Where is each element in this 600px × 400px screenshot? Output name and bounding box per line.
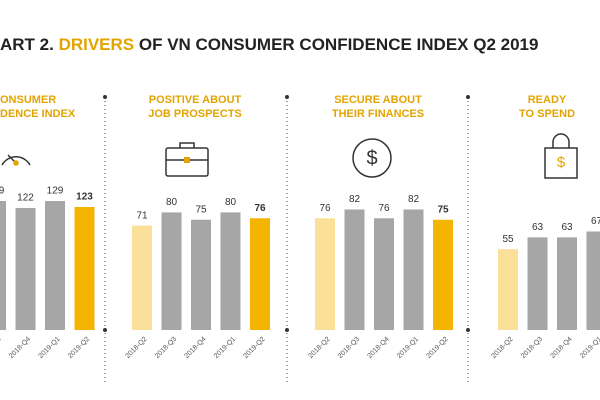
- value-label: 129: [47, 186, 64, 197]
- value-label: 123: [76, 192, 93, 203]
- bar: [374, 218, 394, 330]
- x-tick-label: 2018-Q4: [549, 336, 573, 360]
- briefcase-icon: [165, 142, 209, 177]
- value-label: 71: [136, 210, 148, 221]
- title-highlight: DRIVERS: [59, 35, 135, 54]
- value-label: 76: [378, 203, 390, 214]
- bar: [45, 201, 65, 330]
- panel-title: JOB PROSPECTS: [148, 108, 242, 120]
- panel-title: ONSUMER: [0, 94, 56, 106]
- bar: [220, 212, 241, 330]
- value-label: 63: [532, 222, 544, 233]
- svg-text:$: $: [557, 154, 566, 171]
- bar: [557, 237, 577, 330]
- gauge-icon: [1, 154, 31, 166]
- x-tick-label: 2019-Q1: [579, 336, 600, 360]
- value-label: 67: [591, 216, 600, 227]
- bar: [498, 249, 518, 330]
- x-tick-label: 2018-Q2: [124, 336, 148, 360]
- value-label: 75: [195, 204, 207, 215]
- bar: [74, 207, 95, 330]
- bar: [0, 201, 6, 330]
- bag-icon: $: [544, 133, 578, 179]
- panel-title: THEIR FINANCES: [332, 108, 424, 120]
- panel-title: DENCE INDEX: [0, 108, 76, 120]
- x-tick-label: 2019-Q1: [396, 336, 420, 360]
- x-tick-label: 2018-Q3: [520, 336, 544, 360]
- value-label: 55: [502, 234, 514, 245]
- value-label: 82: [408, 194, 420, 205]
- coin-icon: $: [352, 138, 392, 178]
- value-label: 63: [561, 222, 573, 233]
- title-end: OF VN CONSUMER CONFIDENCE INDEX Q2 2019: [134, 35, 538, 54]
- value-label: 80: [166, 197, 178, 208]
- x-tick-label: 2019-Q2: [242, 336, 266, 360]
- value-label: 80: [225, 197, 237, 208]
- x-tick-label: 2018-Q2: [307, 336, 331, 360]
- x-tick-label: 2018-Q4: [183, 336, 207, 360]
- x-tick-label: 2018-Q3: [337, 336, 361, 360]
- separators: [103, 95, 470, 385]
- panel-title: READY: [528, 94, 567, 106]
- x-tick-label: 2019-Q1: [37, 336, 61, 360]
- x-tick-label: 2018-Q3: [154, 336, 178, 360]
- value-label: 129: [0, 186, 5, 197]
- x-tick-label: 2019-Q1: [213, 336, 237, 360]
- x-tick-label: 2018-Q2: [490, 336, 514, 360]
- x-tick-label: 2018-Q4: [8, 336, 32, 360]
- x-tick-label: 2018-Q3: [0, 336, 3, 360]
- svg-text:$: $: [366, 147, 377, 169]
- x-tick-label: 2019-Q2: [425, 336, 449, 360]
- panel-title: SECURE ABOUT: [334, 94, 422, 106]
- x-tick-label: 2018-Q4: [366, 336, 390, 360]
- bar: [15, 208, 36, 330]
- panel-title: POSITIVE ABOUT: [149, 94, 242, 106]
- bar: [161, 212, 182, 330]
- page-title: ART 2. DRIVERS OF VN CONSUMER CONFIDENCE…: [0, 35, 538, 54]
- bar: [403, 209, 424, 330]
- bar: [527, 237, 548, 330]
- bar: [132, 225, 152, 330]
- value-label: 82: [349, 194, 361, 205]
- value-label: 76: [319, 203, 331, 214]
- bar: [433, 219, 453, 330]
- bar: [250, 218, 270, 330]
- x-tick-label: 2019-Q2: [67, 336, 91, 360]
- bar: [344, 209, 365, 330]
- title-start: ART 2.: [0, 35, 59, 54]
- bar: [315, 218, 335, 330]
- bar: [191, 219, 211, 330]
- value-label: 122: [17, 193, 34, 204]
- value-label: 76: [254, 203, 266, 214]
- value-label: 75: [437, 204, 449, 215]
- bar: [586, 231, 600, 330]
- panel-title: TO SPEND: [519, 108, 575, 120]
